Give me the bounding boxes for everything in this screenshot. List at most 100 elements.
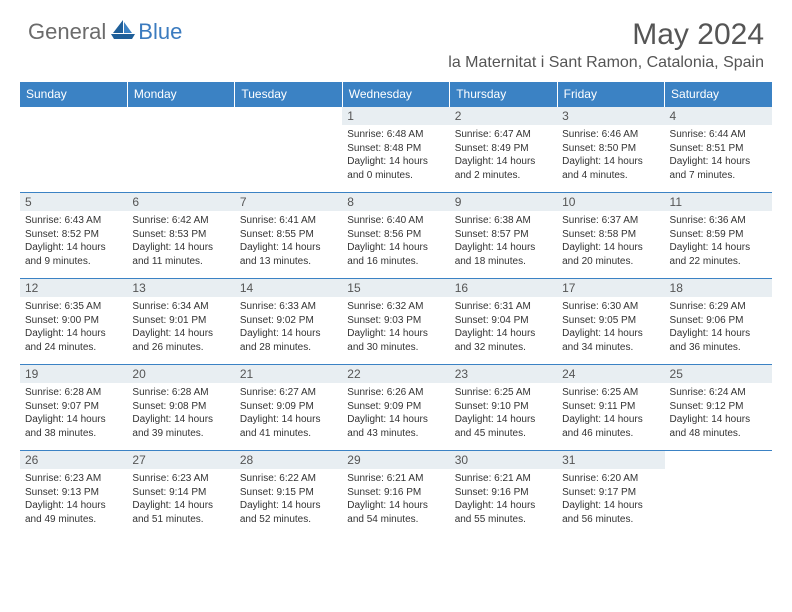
calendar-day-cell: 5Sunrise: 6:43 AMSunset: 8:52 PMDaylight… bbox=[20, 193, 127, 279]
calendar-day-cell: 18Sunrise: 6:29 AMSunset: 9:06 PMDayligh… bbox=[665, 279, 772, 365]
day-number: 11 bbox=[665, 193, 772, 211]
day-number: 26 bbox=[20, 451, 127, 469]
day-number: 15 bbox=[342, 279, 449, 297]
day-number: 10 bbox=[557, 193, 664, 211]
day-number: 5 bbox=[20, 193, 127, 211]
day-details: Sunrise: 6:32 AMSunset: 9:03 PMDaylight:… bbox=[342, 297, 449, 357]
day-number: 19 bbox=[20, 365, 127, 383]
day-details: Sunrise: 6:27 AMSunset: 9:09 PMDaylight:… bbox=[235, 383, 342, 443]
day-header: Wednesday bbox=[342, 82, 449, 107]
day-details: Sunrise: 6:41 AMSunset: 8:55 PMDaylight:… bbox=[235, 211, 342, 271]
day-number: 30 bbox=[450, 451, 557, 469]
calendar-day-cell: 8Sunrise: 6:40 AMSunset: 8:56 PMDaylight… bbox=[342, 193, 449, 279]
calendar-week-row: 1Sunrise: 6:48 AMSunset: 8:48 PMDaylight… bbox=[20, 107, 772, 193]
day-number: 3 bbox=[557, 107, 664, 125]
day-details: Sunrise: 6:26 AMSunset: 9:09 PMDaylight:… bbox=[342, 383, 449, 443]
calendar-day-cell: 4Sunrise: 6:44 AMSunset: 8:51 PMDaylight… bbox=[665, 107, 772, 193]
calendar-day-cell: 26Sunrise: 6:23 AMSunset: 9:13 PMDayligh… bbox=[20, 451, 127, 537]
day-number: 21 bbox=[235, 365, 342, 383]
day-details: Sunrise: 6:44 AMSunset: 8:51 PMDaylight:… bbox=[665, 125, 772, 185]
calendar-day-cell: 16Sunrise: 6:31 AMSunset: 9:04 PMDayligh… bbox=[450, 279, 557, 365]
brand-text-general: General bbox=[28, 19, 106, 45]
day-details: Sunrise: 6:46 AMSunset: 8:50 PMDaylight:… bbox=[557, 125, 664, 185]
calendar-table: SundayMondayTuesdayWednesdayThursdayFrid… bbox=[20, 82, 772, 537]
day-number: 18 bbox=[665, 279, 772, 297]
day-number: 29 bbox=[342, 451, 449, 469]
calendar-day-cell bbox=[665, 451, 772, 537]
calendar-week-row: 26Sunrise: 6:23 AMSunset: 9:13 PMDayligh… bbox=[20, 451, 772, 537]
calendar-day-cell: 24Sunrise: 6:25 AMSunset: 9:11 PMDayligh… bbox=[557, 365, 664, 451]
day-details: Sunrise: 6:37 AMSunset: 8:58 PMDaylight:… bbox=[557, 211, 664, 271]
day-details: Sunrise: 6:40 AMSunset: 8:56 PMDaylight:… bbox=[342, 211, 449, 271]
brand-text-blue: Blue bbox=[138, 19, 182, 45]
calendar-week-row: 19Sunrise: 6:28 AMSunset: 9:07 PMDayligh… bbox=[20, 365, 772, 451]
calendar-day-cell: 29Sunrise: 6:21 AMSunset: 9:16 PMDayligh… bbox=[342, 451, 449, 537]
calendar-day-cell bbox=[127, 107, 234, 193]
calendar-day-cell: 3Sunrise: 6:46 AMSunset: 8:50 PMDaylight… bbox=[557, 107, 664, 193]
day-details: Sunrise: 6:30 AMSunset: 9:05 PMDaylight:… bbox=[557, 297, 664, 357]
day-number: 28 bbox=[235, 451, 342, 469]
calendar-day-cell: 20Sunrise: 6:28 AMSunset: 9:08 PMDayligh… bbox=[127, 365, 234, 451]
day-header: Tuesday bbox=[235, 82, 342, 107]
day-number: 27 bbox=[127, 451, 234, 469]
day-details: Sunrise: 6:23 AMSunset: 9:14 PMDaylight:… bbox=[127, 469, 234, 529]
calendar-day-cell: 11Sunrise: 6:36 AMSunset: 8:59 PMDayligh… bbox=[665, 193, 772, 279]
day-details: Sunrise: 6:35 AMSunset: 9:00 PMDaylight:… bbox=[20, 297, 127, 357]
day-number: 8 bbox=[342, 193, 449, 211]
day-number: 1 bbox=[342, 107, 449, 125]
calendar-day-cell: 19Sunrise: 6:28 AMSunset: 9:07 PMDayligh… bbox=[20, 365, 127, 451]
day-number: 25 bbox=[665, 365, 772, 383]
day-details: Sunrise: 6:23 AMSunset: 9:13 PMDaylight:… bbox=[20, 469, 127, 529]
day-details: Sunrise: 6:28 AMSunset: 9:07 PMDaylight:… bbox=[20, 383, 127, 443]
calendar-day-cell: 6Sunrise: 6:42 AMSunset: 8:53 PMDaylight… bbox=[127, 193, 234, 279]
calendar-day-cell: 12Sunrise: 6:35 AMSunset: 9:00 PMDayligh… bbox=[20, 279, 127, 365]
calendar-day-cell: 17Sunrise: 6:30 AMSunset: 9:05 PMDayligh… bbox=[557, 279, 664, 365]
calendar-body: 1Sunrise: 6:48 AMSunset: 8:48 PMDaylight… bbox=[20, 107, 772, 537]
day-details: Sunrise: 6:38 AMSunset: 8:57 PMDaylight:… bbox=[450, 211, 557, 271]
day-number: 12 bbox=[20, 279, 127, 297]
day-number: 2 bbox=[450, 107, 557, 125]
day-number: 24 bbox=[557, 365, 664, 383]
day-details: Sunrise: 6:31 AMSunset: 9:04 PMDaylight:… bbox=[450, 297, 557, 357]
day-details: Sunrise: 6:43 AMSunset: 8:52 PMDaylight:… bbox=[20, 211, 127, 271]
day-number: 20 bbox=[127, 365, 234, 383]
day-details: Sunrise: 6:24 AMSunset: 9:12 PMDaylight:… bbox=[665, 383, 772, 443]
day-details: Sunrise: 6:36 AMSunset: 8:59 PMDaylight:… bbox=[665, 211, 772, 271]
location-subtitle: la Maternitat i Sant Ramon, Catalonia, S… bbox=[448, 54, 764, 72]
day-details: Sunrise: 6:29 AMSunset: 9:06 PMDaylight:… bbox=[665, 297, 772, 357]
day-details: Sunrise: 6:25 AMSunset: 9:11 PMDaylight:… bbox=[557, 383, 664, 443]
calendar-day-cell bbox=[235, 107, 342, 193]
calendar-day-cell: 1Sunrise: 6:48 AMSunset: 8:48 PMDaylight… bbox=[342, 107, 449, 193]
day-details: Sunrise: 6:33 AMSunset: 9:02 PMDaylight:… bbox=[235, 297, 342, 357]
day-details: Sunrise: 6:22 AMSunset: 9:15 PMDaylight:… bbox=[235, 469, 342, 529]
day-header: Monday bbox=[127, 82, 234, 107]
calendar-week-row: 5Sunrise: 6:43 AMSunset: 8:52 PMDaylight… bbox=[20, 193, 772, 279]
day-details: Sunrise: 6:21 AMSunset: 9:16 PMDaylight:… bbox=[342, 469, 449, 529]
day-number: 31 bbox=[557, 451, 664, 469]
calendar-day-cell: 7Sunrise: 6:41 AMSunset: 8:55 PMDaylight… bbox=[235, 193, 342, 279]
calendar-day-cell: 14Sunrise: 6:33 AMSunset: 9:02 PMDayligh… bbox=[235, 279, 342, 365]
calendar-week-row: 12Sunrise: 6:35 AMSunset: 9:00 PMDayligh… bbox=[20, 279, 772, 365]
day-number: 14 bbox=[235, 279, 342, 297]
calendar-day-cell: 25Sunrise: 6:24 AMSunset: 9:12 PMDayligh… bbox=[665, 365, 772, 451]
day-details: Sunrise: 6:25 AMSunset: 9:10 PMDaylight:… bbox=[450, 383, 557, 443]
day-details: Sunrise: 6:34 AMSunset: 9:01 PMDaylight:… bbox=[127, 297, 234, 357]
calendar-day-cell: 21Sunrise: 6:27 AMSunset: 9:09 PMDayligh… bbox=[235, 365, 342, 451]
title-block: May 2024 la Maternitat i Sant Ramon, Cat… bbox=[448, 18, 764, 72]
calendar-day-cell: 15Sunrise: 6:32 AMSunset: 9:03 PMDayligh… bbox=[342, 279, 449, 365]
calendar-day-cell: 31Sunrise: 6:20 AMSunset: 9:17 PMDayligh… bbox=[557, 451, 664, 537]
day-header: Friday bbox=[557, 82, 664, 107]
day-header: Sunday bbox=[20, 82, 127, 107]
calendar-day-cell: 23Sunrise: 6:25 AMSunset: 9:10 PMDayligh… bbox=[450, 365, 557, 451]
calendar-day-cell: 2Sunrise: 6:47 AMSunset: 8:49 PMDaylight… bbox=[450, 107, 557, 193]
day-details: Sunrise: 6:28 AMSunset: 9:08 PMDaylight:… bbox=[127, 383, 234, 443]
day-number: 23 bbox=[450, 365, 557, 383]
calendar-day-cell: 22Sunrise: 6:26 AMSunset: 9:09 PMDayligh… bbox=[342, 365, 449, 451]
day-details: Sunrise: 6:20 AMSunset: 9:17 PMDaylight:… bbox=[557, 469, 664, 529]
calendar-day-cell bbox=[20, 107, 127, 193]
day-details: Sunrise: 6:47 AMSunset: 8:49 PMDaylight:… bbox=[450, 125, 557, 185]
day-number: 7 bbox=[235, 193, 342, 211]
calendar-day-cell: 13Sunrise: 6:34 AMSunset: 9:01 PMDayligh… bbox=[127, 279, 234, 365]
day-number: 22 bbox=[342, 365, 449, 383]
day-details: Sunrise: 6:42 AMSunset: 8:53 PMDaylight:… bbox=[127, 211, 234, 271]
